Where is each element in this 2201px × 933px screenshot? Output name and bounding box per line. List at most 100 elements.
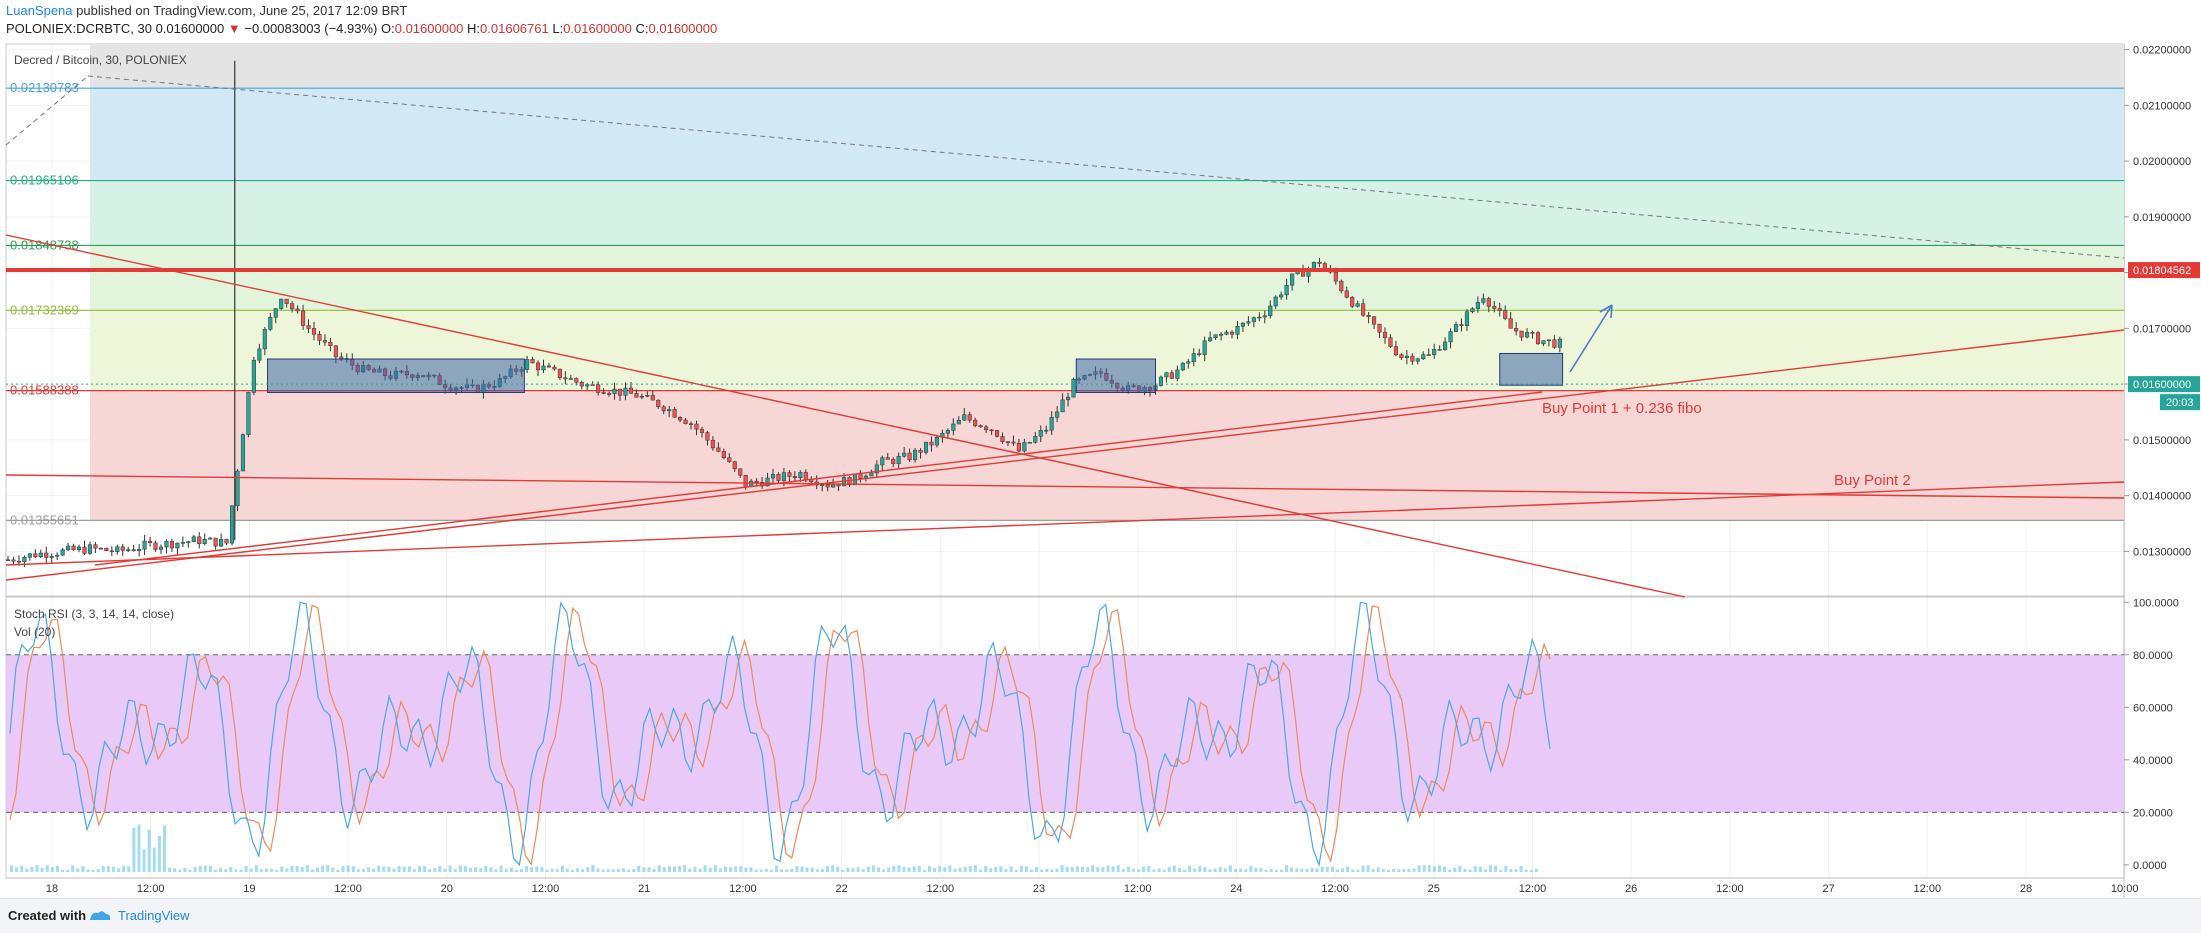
volume-bar: [1234, 869, 1237, 872]
candle-body: [891, 459, 896, 464]
high-label: H:: [467, 21, 481, 36]
consolidation-box: [1499, 352, 1564, 386]
volume-bar: [1060, 865, 1064, 872]
volume-bar: [157, 835, 161, 872]
tradingview-link[interactable]: TradingView: [118, 908, 190, 923]
volume-bar: [652, 868, 656, 872]
candle-body: [1344, 290, 1349, 298]
time-tick-label: 23: [1033, 883, 1045, 895]
volume-bar: [887, 867, 891, 872]
candle-body: [798, 472, 803, 479]
candle-body: [16, 560, 21, 563]
volume-bar: [984, 865, 988, 872]
volume-bar: [280, 866, 284, 872]
candle-body: [197, 536, 202, 544]
candle-body: [38, 552, 43, 558]
volume-bar: [820, 869, 824, 872]
price-tick-label: 0.02000000: [2133, 156, 2191, 168]
volume-bar: [1483, 869, 1487, 872]
volume-bar: [132, 827, 136, 872]
price-chart[interactable]: 0.02130783 0.01965106 0.01848738 0.01732369…: [0, 0, 2201, 898]
candle-body: [601, 392, 606, 394]
volume-bar: [1325, 866, 1329, 872]
volume-bar: [1279, 869, 1283, 872]
volume-bar: [647, 867, 651, 872]
volume-bar: [1422, 865, 1426, 872]
candle-body: [831, 484, 836, 488]
candle-body: [1426, 354, 1431, 356]
price-tick-label: 0.02100000: [2133, 100, 2191, 112]
candle-body: [93, 544, 98, 549]
time-tick-label: 12:00: [1321, 883, 1349, 895]
candle-body: [164, 540, 169, 548]
candle-body: [989, 429, 994, 432]
candle-body: [186, 541, 191, 543]
candle-body: [333, 345, 338, 358]
candle-body: [732, 461, 737, 470]
candle-body: [213, 537, 218, 547]
candle-body: [180, 542, 185, 544]
volume-bar: [1290, 867, 1294, 872]
candle-body: [229, 505, 235, 544]
volume-bar: [229, 867, 233, 872]
candle-body: [328, 341, 333, 346]
ohlc-legend: POLONIEX:DCRBTC, 30 0.01600000 ▼ −0.0008…: [6, 20, 717, 38]
timer-tag: [2160, 394, 2200, 411]
volume-bar: [443, 868, 447, 872]
volume-bar: [1004, 869, 1008, 872]
candle-body: [541, 365, 546, 371]
candle-body: [191, 536, 196, 542]
stoch-k-line: [9, 601, 1551, 868]
candle-body: [1557, 338, 1562, 348]
volume-bar: [1330, 866, 1334, 872]
candle-body: [923, 441, 929, 453]
volume-bar: [764, 869, 768, 872]
volume-bar: [601, 869, 605, 872]
candle-body: [1317, 261, 1322, 264]
volume-bar: [1443, 866, 1447, 872]
candle-body: [754, 480, 759, 483]
candle-body: [1475, 302, 1480, 309]
candle-body: [1497, 308, 1502, 311]
volume-bar: [769, 869, 773, 872]
volume-bar: [1183, 869, 1186, 872]
low-label: L:: [552, 21, 564, 36]
volume-bar: [530, 867, 534, 872]
volume-bar: [1427, 865, 1431, 872]
volume-bar: [1336, 869, 1339, 872]
volume-bar: [662, 867, 666, 872]
candle-body: [1240, 322, 1245, 327]
volume-bar: [1494, 865, 1498, 872]
volume-bar: [1030, 869, 1033, 872]
volume-bar: [1254, 867, 1258, 872]
fib-level-label: 0.02130783: [10, 80, 79, 95]
volume-bar: [76, 868, 80, 872]
candle-body: [322, 340, 327, 343]
candle-body: [765, 477, 770, 487]
candle-body: [1197, 353, 1202, 355]
last-price: 0.01600000: [155, 21, 225, 36]
buy-point-2-label: Buy Point 2: [1834, 472, 1911, 489]
candle-body: [1290, 273, 1295, 286]
candle-body: [284, 298, 289, 304]
volume-bar: [790, 868, 794, 872]
consolidation-box: [267, 358, 525, 393]
candle-body: [1481, 298, 1486, 303]
volume-bar: [50, 867, 54, 872]
volume-bar: [933, 867, 937, 872]
volume-bar: [152, 847, 156, 872]
trendline: [94, 391, 1543, 566]
volume-bar: [795, 866, 799, 872]
volume-bar: [224, 869, 228, 872]
candle-body: [978, 425, 983, 428]
trendline: [5, 481, 2125, 566]
volume-bar: [1035, 866, 1039, 872]
volume-bar: [66, 869, 70, 872]
volume-bar: [1397, 869, 1401, 872]
author-link[interactable]: LuanSpena: [6, 3, 73, 18]
volume-bar: [642, 867, 646, 872]
volume-bar: [922, 869, 926, 872]
volume-bar: [1417, 865, 1421, 872]
time-tick-label: 12:00: [729, 883, 757, 895]
